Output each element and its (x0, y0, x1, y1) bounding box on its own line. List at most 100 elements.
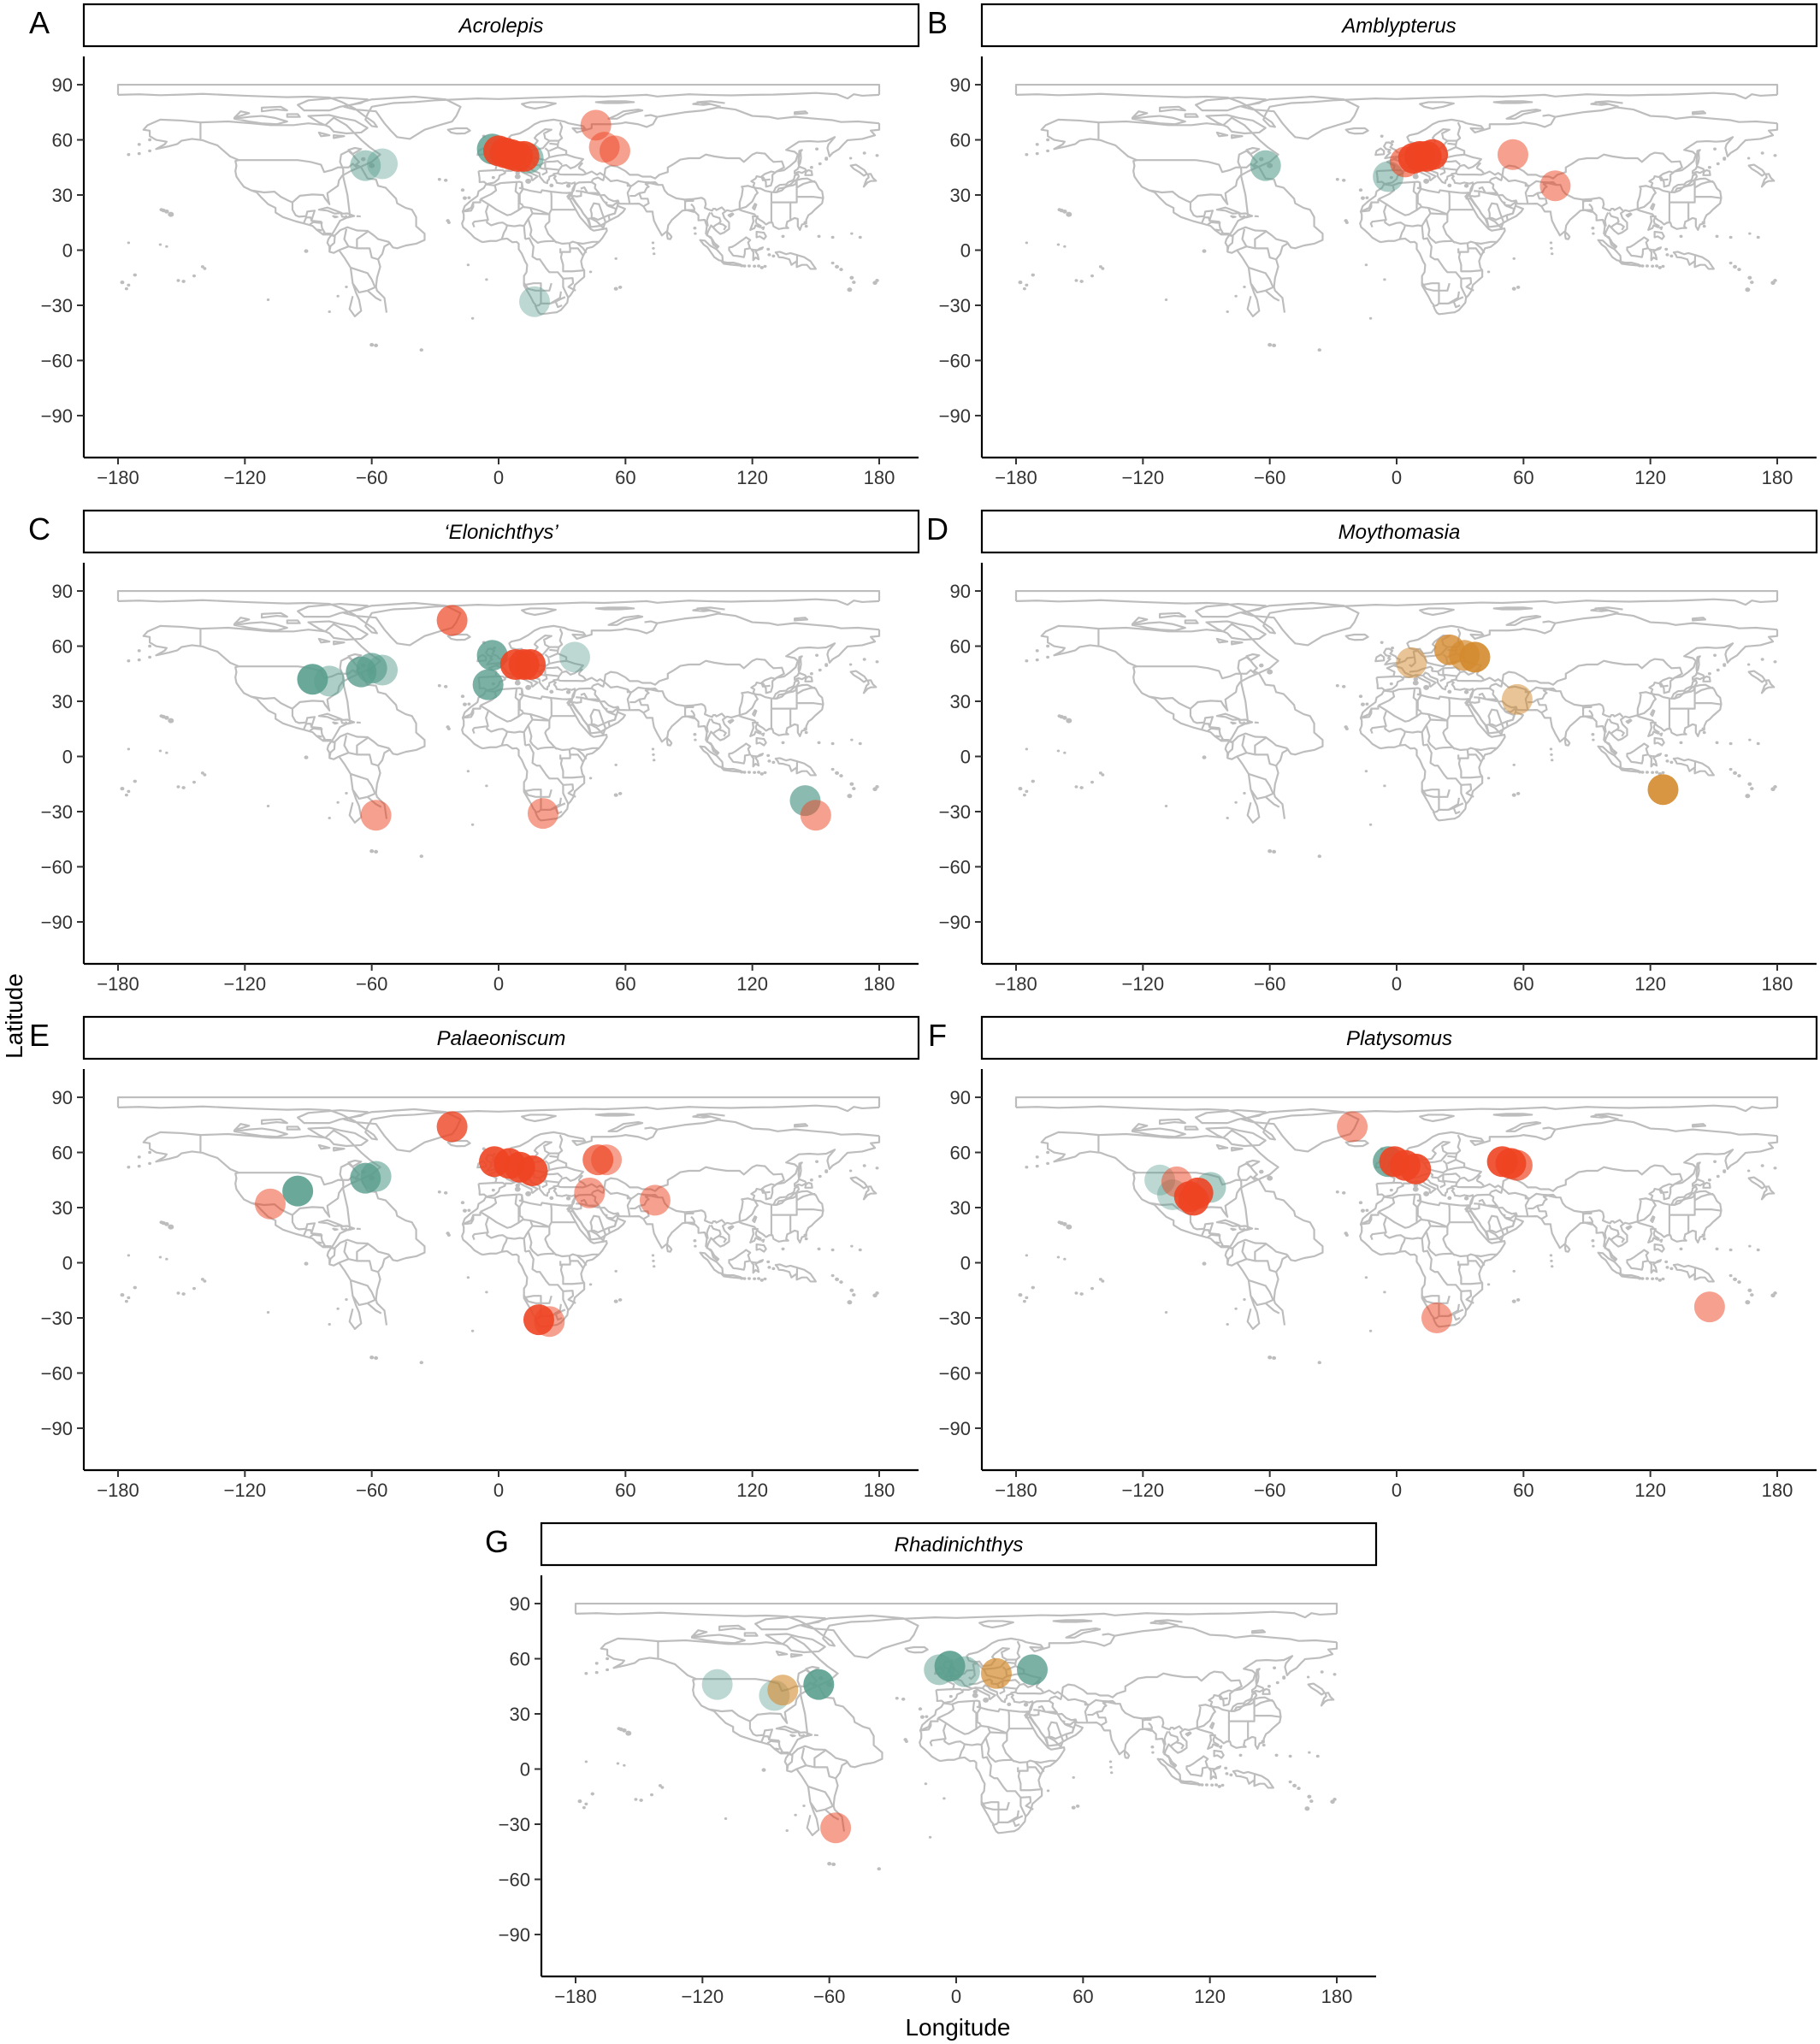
panel-c-strip (82, 509, 920, 554)
panel-a-point (350, 150, 381, 181)
panel-e-point (255, 1188, 286, 1220)
panel-b-point (1250, 150, 1281, 181)
panel-f-ytick-label: −30 (939, 1308, 971, 1329)
panel-g-xtick-label: −120 (682, 1986, 724, 2007)
panel-a-xtick-label: 0 (493, 467, 504, 488)
panel-f-ytick-label: 30 (950, 1197, 971, 1219)
panel-e-xtick-label: 60 (615, 1480, 635, 1501)
panel-e-point (282, 1175, 314, 1207)
panel-d-ytick-label: 60 (950, 636, 971, 658)
panel-d-letter: D (926, 511, 948, 546)
panel-c-point (476, 640, 508, 671)
panel-d-xtick-label: 0 (1392, 973, 1402, 995)
panel-g-point (820, 1812, 852, 1844)
panel-c-ytick-label: 30 (52, 691, 73, 712)
panel-a-xtick-label: −120 (224, 467, 267, 488)
panel-b-xtick-label: −120 (1122, 467, 1165, 488)
panel-c-letter: C (28, 511, 50, 546)
panel-c-point (367, 654, 399, 686)
panel-e-ytick-label: −60 (41, 1362, 73, 1384)
panel-d-ytick-label: −60 (939, 856, 971, 877)
panel-c-point (527, 798, 558, 830)
x-axis-title: Longitude (905, 2014, 1010, 2041)
panel-f-ytick-label: −90 (939, 1418, 971, 1439)
panel-a-xtick-label: 120 (736, 467, 768, 488)
panel-e-strip (82, 1015, 920, 1060)
panel-b-xtick-label: 180 (1762, 467, 1793, 488)
panel-c-world-map (118, 591, 879, 859)
panel-c-ytick-label: −60 (41, 856, 73, 877)
panel-b: Amblypterus B 90 60 30 0 −30 −60 −90 −180 −120 −60 0… (927, 3, 1818, 488)
panel-g-ytick-label: −30 (499, 1814, 530, 1835)
panel-a-ytick-label: 90 (52, 74, 73, 96)
panel-c-point (314, 665, 346, 697)
panel-e-point (517, 1155, 548, 1187)
panel-b-point (1539, 170, 1571, 202)
panel-a-point (599, 135, 630, 167)
panel-g-xtick-label: 180 (1321, 1986, 1353, 2007)
panel-g-point (948, 1656, 980, 1687)
panel-g-point (803, 1669, 835, 1700)
panel-a-title: Acrolepis (458, 15, 544, 38)
panel-a-xtick-label: 60 (615, 467, 635, 488)
panel-e-ytick-label: −90 (41, 1418, 73, 1439)
panel-f-letter: F (928, 1018, 947, 1053)
panel-d-point (1459, 641, 1491, 673)
panel-f-xtick-label: 180 (1762, 1480, 1793, 1501)
panel-a-ytick-label: −90 (41, 405, 73, 427)
panel-f-point (1501, 1149, 1533, 1181)
panel-g-letter: G (485, 1524, 509, 1559)
panel-e-ytick-label: −30 (41, 1308, 73, 1329)
panel-e-point (591, 1144, 623, 1176)
panel-e-point (360, 1161, 392, 1192)
panel-c-point (360, 800, 392, 831)
panel-e-title: Palaeoniscum (437, 1027, 566, 1050)
panel-a-ytick-label: 30 (52, 185, 73, 206)
panel-c-ytick-label: −30 (41, 801, 73, 823)
panel-g-point (1017, 1654, 1048, 1686)
panel-c-ytick-label: −90 (41, 912, 73, 933)
panel-e-xtick-label: −120 (224, 1480, 267, 1501)
panel-a-xtick-label: −60 (356, 467, 387, 488)
panel-f-ytick-label: 0 (960, 1253, 971, 1274)
panel-d-ytick-label: 90 (950, 581, 971, 602)
panel-d-point (1396, 647, 1427, 678)
panel-c-xtick-label: −60 (356, 973, 387, 995)
panel-f-ytick-label: 90 (950, 1087, 971, 1108)
panel-b-strip (980, 3, 1818, 48)
panel-f-world-map (1016, 1097, 1777, 1365)
panel-f-point (1400, 1153, 1432, 1184)
panel-a-xtick-label: −180 (97, 467, 139, 488)
panel-d-point (1647, 774, 1679, 806)
panel-a-ytick-label: 0 (62, 240, 73, 262)
panel-c-xtick-label: 120 (736, 973, 768, 995)
panel-g-world-map (576, 1604, 1337, 1871)
panel-b-title: Amblypterus (1340, 15, 1456, 38)
panel-f-point (1421, 1302, 1452, 1333)
panel-e: Palaeoniscum E 90 60 30 0 −30 −60 −90 −180 −120 −60… (29, 1015, 920, 1501)
panel-c: ‘Elonichthys’ C 90 60 30 0 −30 −60 −90 −180 −120 −6… (28, 509, 920, 995)
panel-f-xtick-label: −120 (1122, 1480, 1165, 1501)
panel-d-title: Moythomasia (1338, 521, 1461, 544)
panel-b-ytick-label: −30 (939, 295, 971, 316)
panel-f-ytick-label: −60 (939, 1362, 971, 1384)
panel-g-xtick-label: −60 (813, 1986, 845, 2007)
panel-b-xtick-label: 0 (1392, 467, 1402, 488)
panel-c-point (515, 649, 547, 681)
panel-g-xtick-label: 120 (1194, 1986, 1226, 2007)
panel-b-ytick-label: 0 (960, 240, 971, 262)
panel-e-xtick-label: −180 (97, 1480, 139, 1501)
panel-f-ytick-label: 60 (950, 1143, 971, 1164)
panel-a-strip (82, 3, 920, 48)
panel-c-xtick-label: −180 (97, 973, 139, 995)
panel-g-xtick-label: 0 (951, 1986, 961, 2007)
panel-c-ytick-label: 90 (52, 581, 73, 602)
panel-f-point (1693, 1291, 1725, 1323)
panel-b-xtick-label: −180 (995, 467, 1037, 488)
panel-a-ytick-label: −60 (41, 350, 73, 371)
panel-a-point (519, 286, 551, 317)
panel-d-xtick-label: −60 (1254, 973, 1285, 995)
panel-e-world-map (118, 1097, 879, 1365)
panel-g-strip (540, 1521, 1378, 1567)
panel-g-point (980, 1657, 1012, 1689)
